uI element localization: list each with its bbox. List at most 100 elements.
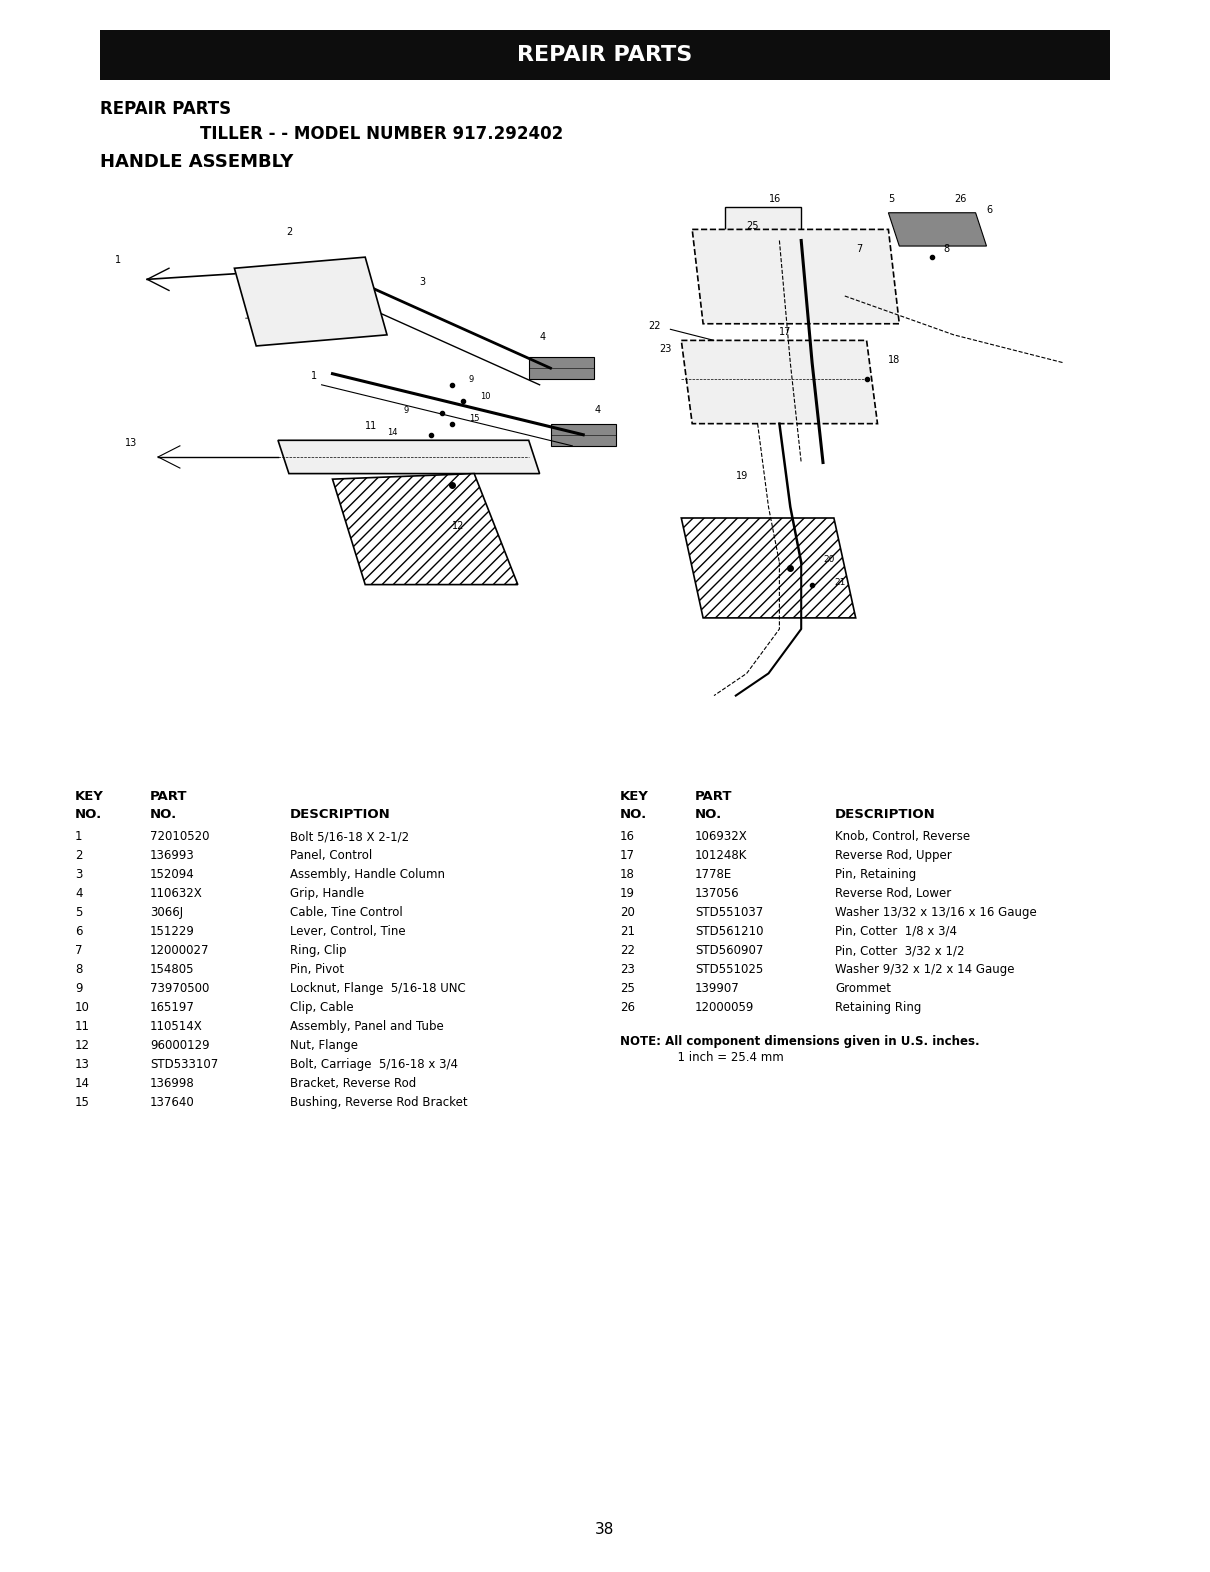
Text: Bushing, Reverse Rod Bracket: Bushing, Reverse Rod Bracket — [290, 1096, 467, 1108]
Text: 18: 18 — [888, 355, 900, 365]
Text: STD551025: STD551025 — [695, 964, 764, 976]
Text: 25: 25 — [747, 222, 759, 231]
Text: 4: 4 — [594, 404, 600, 415]
Text: 7: 7 — [855, 244, 862, 253]
Polygon shape — [551, 423, 616, 446]
Text: Pin, Pivot: Pin, Pivot — [290, 964, 344, 976]
Text: 20: 20 — [823, 555, 835, 564]
Text: 6: 6 — [986, 204, 992, 215]
Text: 73970500: 73970500 — [150, 982, 209, 995]
Text: 26: 26 — [620, 1001, 635, 1014]
Text: PART: PART — [695, 791, 732, 803]
Text: 10: 10 — [479, 391, 490, 401]
Text: Lever, Control, Tine: Lever, Control, Tine — [290, 924, 405, 938]
Text: STD561210: STD561210 — [695, 924, 764, 938]
Text: KEY: KEY — [620, 791, 649, 803]
Text: 136993: 136993 — [150, 849, 195, 861]
Text: 12000027: 12000027 — [150, 945, 209, 957]
Polygon shape — [725, 208, 801, 234]
Text: NOTE: All component dimensions given in U.S. inches.: NOTE: All component dimensions given in … — [620, 1034, 980, 1049]
Text: Pin, Cotter  3/32 x 1/2: Pin, Cotter 3/32 x 1/2 — [835, 945, 964, 957]
Text: Nut, Flange: Nut, Flange — [290, 1039, 358, 1052]
Text: 10: 10 — [75, 1001, 90, 1014]
Text: 5: 5 — [75, 905, 82, 920]
Text: STD533107: STD533107 — [150, 1058, 218, 1071]
Text: 3066J: 3066J — [150, 905, 183, 920]
Text: DESCRIPTION: DESCRIPTION — [290, 808, 391, 821]
Text: 13: 13 — [126, 439, 138, 448]
Text: 165197: 165197 — [150, 1001, 195, 1014]
Text: 21: 21 — [834, 577, 846, 586]
Polygon shape — [888, 212, 986, 247]
Text: 1778E: 1778E — [695, 868, 732, 880]
Text: 151229: 151229 — [150, 924, 195, 938]
Text: Bolt 5/16-18 X 2-1/2: Bolt 5/16-18 X 2-1/2 — [290, 830, 409, 843]
Text: 110514X: 110514X — [150, 1020, 203, 1033]
Text: 14: 14 — [387, 428, 398, 437]
Text: Reverse Rod, Upper: Reverse Rod, Upper — [835, 849, 952, 861]
Polygon shape — [681, 519, 855, 618]
Text: 15: 15 — [468, 413, 479, 423]
Text: 139907: 139907 — [695, 982, 739, 995]
Polygon shape — [529, 357, 594, 379]
Text: Panel, Control: Panel, Control — [290, 849, 373, 861]
Text: Grip, Handle: Grip, Handle — [290, 887, 364, 901]
Text: NO.: NO. — [620, 808, 647, 821]
Text: 2: 2 — [75, 849, 82, 861]
Text: 12: 12 — [453, 520, 465, 531]
Text: 19: 19 — [736, 472, 748, 481]
Text: 25: 25 — [620, 982, 635, 995]
Text: Locknut, Flange  5/16-18 UNC: Locknut, Flange 5/16-18 UNC — [290, 982, 466, 995]
Text: 8: 8 — [75, 964, 82, 976]
Text: 1: 1 — [115, 255, 121, 264]
Text: 110632X: 110632X — [150, 887, 203, 901]
Text: Grommet: Grommet — [835, 982, 891, 995]
Text: 1: 1 — [75, 830, 82, 843]
Text: 9: 9 — [403, 406, 409, 415]
Text: 11: 11 — [75, 1020, 90, 1033]
Text: TILLER - - MODEL NUMBER 917.292402: TILLER - - MODEL NUMBER 917.292402 — [200, 126, 563, 143]
Text: 2: 2 — [286, 226, 292, 237]
Polygon shape — [681, 341, 877, 423]
Text: Pin, Retaining: Pin, Retaining — [835, 868, 916, 880]
Text: Assembly, Panel and Tube: Assembly, Panel and Tube — [290, 1020, 444, 1033]
Text: 13: 13 — [75, 1058, 90, 1071]
Text: 15: 15 — [75, 1096, 90, 1108]
Text: 1 inch = 25.4 mm: 1 inch = 25.4 mm — [655, 1052, 784, 1064]
Text: 23: 23 — [659, 344, 672, 354]
Text: 7: 7 — [75, 945, 82, 957]
Text: Washer 9/32 x 1/2 x 14 Gauge: Washer 9/32 x 1/2 x 14 Gauge — [835, 964, 1014, 976]
Text: Retaining Ring: Retaining Ring — [835, 1001, 921, 1014]
Text: Assembly, Handle Column: Assembly, Handle Column — [290, 868, 445, 880]
Text: Pin, Cotter  1/8 x 3/4: Pin, Cotter 1/8 x 3/4 — [835, 924, 957, 938]
Text: KEY: KEY — [75, 791, 104, 803]
Text: 3: 3 — [420, 277, 426, 288]
Text: 14: 14 — [75, 1077, 90, 1089]
Text: 12: 12 — [75, 1039, 90, 1052]
Text: 16: 16 — [620, 830, 635, 843]
Text: Ring, Clip: Ring, Clip — [290, 945, 346, 957]
Text: STD560907: STD560907 — [695, 945, 764, 957]
Text: 18: 18 — [620, 868, 635, 880]
Polygon shape — [333, 473, 518, 585]
Text: REPAIR PARTS: REPAIR PARTS — [100, 101, 231, 118]
Text: 137056: 137056 — [695, 887, 739, 901]
Text: 21: 21 — [620, 924, 635, 938]
Text: Bracket, Reverse Rod: Bracket, Reverse Rod — [290, 1077, 416, 1089]
Text: 8: 8 — [943, 244, 949, 253]
Text: 101248K: 101248K — [695, 849, 748, 861]
Text: 106932X: 106932X — [695, 830, 748, 843]
Polygon shape — [692, 230, 899, 324]
Text: 136998: 136998 — [150, 1077, 195, 1089]
Text: 26: 26 — [953, 193, 966, 204]
Text: 16: 16 — [768, 193, 780, 204]
Text: 19: 19 — [620, 887, 635, 901]
Text: NO.: NO. — [75, 808, 103, 821]
Text: Bolt, Carriage  5/16-18 x 3/4: Bolt, Carriage 5/16-18 x 3/4 — [290, 1058, 459, 1071]
Text: Knob, Control, Reverse: Knob, Control, Reverse — [835, 830, 970, 843]
Text: 9: 9 — [468, 376, 474, 384]
Text: 22: 22 — [620, 945, 635, 957]
Text: 1: 1 — [311, 371, 317, 382]
Text: STD551037: STD551037 — [695, 905, 764, 920]
Text: 17: 17 — [620, 849, 635, 861]
